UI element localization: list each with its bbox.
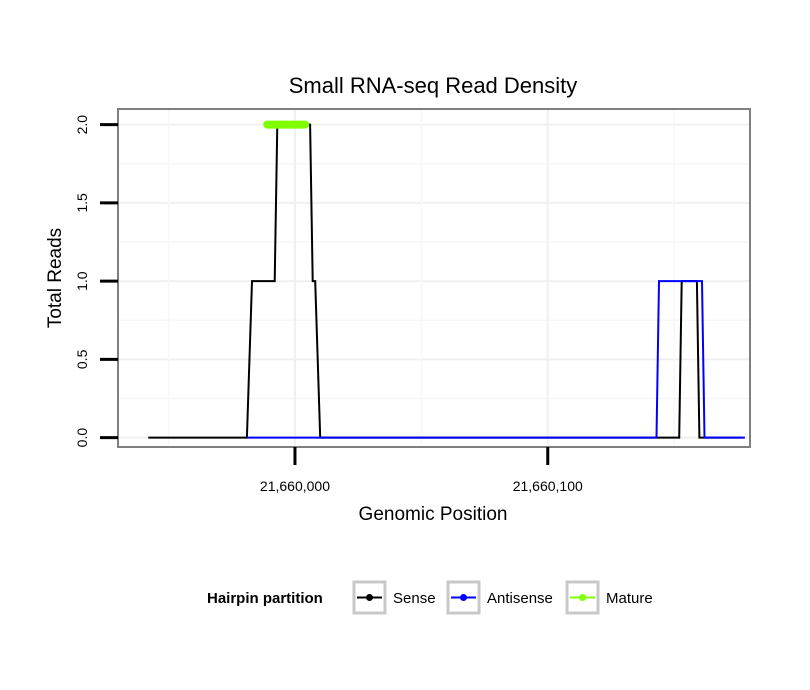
y-tick-label: 0.5 bbox=[74, 349, 90, 369]
y-tick-label: 1.0 bbox=[74, 271, 90, 291]
x-tick-label: 21,660,000 bbox=[260, 478, 330, 494]
y-tick-label: 0.0 bbox=[74, 428, 90, 448]
y-axis-title: Total Reads bbox=[45, 228, 66, 328]
y-tick-label: 2.0 bbox=[74, 115, 90, 135]
legend-label-mature: Mature bbox=[606, 590, 653, 607]
legend-label-sense: Sense bbox=[393, 590, 436, 607]
x-axis-title: Genomic Position bbox=[359, 504, 508, 525]
chart-title: Small RNA-seq Read Density bbox=[289, 73, 578, 98]
legend-item-antisense: Antisense bbox=[446, 580, 553, 615]
y-axis: 0.0 0.5 1.0 1.5 2.0 bbox=[74, 115, 118, 448]
legend-label-antisense: Antisense bbox=[487, 590, 553, 607]
legend-item-sense: Sense bbox=[352, 580, 436, 615]
x-tick-label: 21,660,100 bbox=[513, 478, 583, 494]
y-tick-label: 1.5 bbox=[74, 193, 90, 213]
legend-title: Hairpin partition bbox=[207, 590, 323, 607]
legend-point-sense bbox=[366, 594, 373, 601]
series-layer bbox=[148, 120, 745, 439]
legend: Hairpin partition Sense Antisense Mature bbox=[207, 580, 653, 615]
plot-panel bbox=[118, 109, 750, 447]
plot-border bbox=[117, 108, 751, 448]
series-line-antisense bbox=[246, 280, 745, 439]
x-axis: 21,660,000 21,660,100 bbox=[260, 447, 583, 494]
legend-point-antisense bbox=[460, 594, 467, 601]
legend-point-mature bbox=[579, 594, 586, 601]
legend-item-mature: Mature bbox=[565, 580, 653, 615]
